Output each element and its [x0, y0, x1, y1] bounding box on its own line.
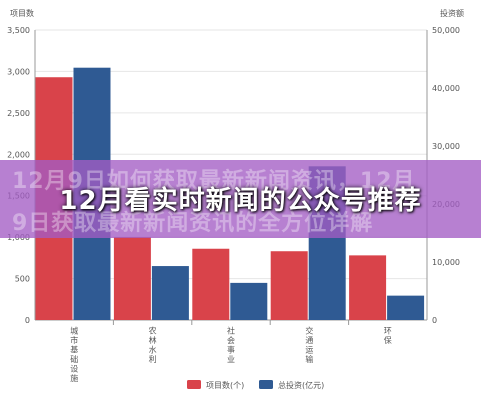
overlay-title: 12月看实时新闻的公众号推荐 [59, 186, 422, 216]
x-tick-label: 社会事业 [227, 326, 235, 365]
y-tick-label: 2,500 [7, 109, 30, 118]
y-tick-label: 2,000 [7, 150, 30, 159]
y-tick-label: 0 [25, 316, 30, 325]
legend-swatch [187, 380, 201, 389]
y-axis-title: 项目数 [10, 8, 34, 18]
x-tick-label: 交通运输 [305, 326, 313, 365]
y2-tick-label: 30,000 [432, 142, 460, 151]
y2-tick-label: 40,000 [432, 84, 460, 93]
bar-project-count [192, 248, 230, 320]
y-tick-label: 3,000 [7, 67, 30, 76]
bar-total-investment [387, 295, 425, 320]
legend-swatch [259, 380, 273, 389]
x-tick-label: 环保 [384, 327, 392, 346]
overlay-ghost-line-1: 12月9日如何获取最新新闻资讯，12月 [12, 169, 416, 194]
overlay-banner [0, 160, 481, 238]
bar-total-investment [230, 282, 268, 320]
bar-project-count [349, 255, 387, 320]
legend-label: 项目数(个) [206, 380, 244, 390]
y-tick-label: 3,500 [7, 26, 30, 35]
y2-axis-title: 投资额 [440, 8, 464, 18]
bar-project-count [113, 237, 151, 320]
x-tick-label: 城市基础设施 [70, 327, 78, 384]
y2-tick-label: 0 [432, 316, 437, 325]
y2-tick-label: 10,000 [432, 258, 460, 267]
bar-total-investment [151, 266, 189, 320]
bar-project-count [270, 251, 308, 320]
y2-tick-label: 50,000 [432, 26, 460, 35]
x-tick-label: 农林水利 [149, 326, 157, 365]
legend-label: 总投资(亿元) [278, 380, 324, 390]
overlay-ghost-line-2: 9日获取最新新闻资讯的全方位详解 [12, 211, 374, 236]
y-tick-label: 500 [15, 275, 30, 284]
